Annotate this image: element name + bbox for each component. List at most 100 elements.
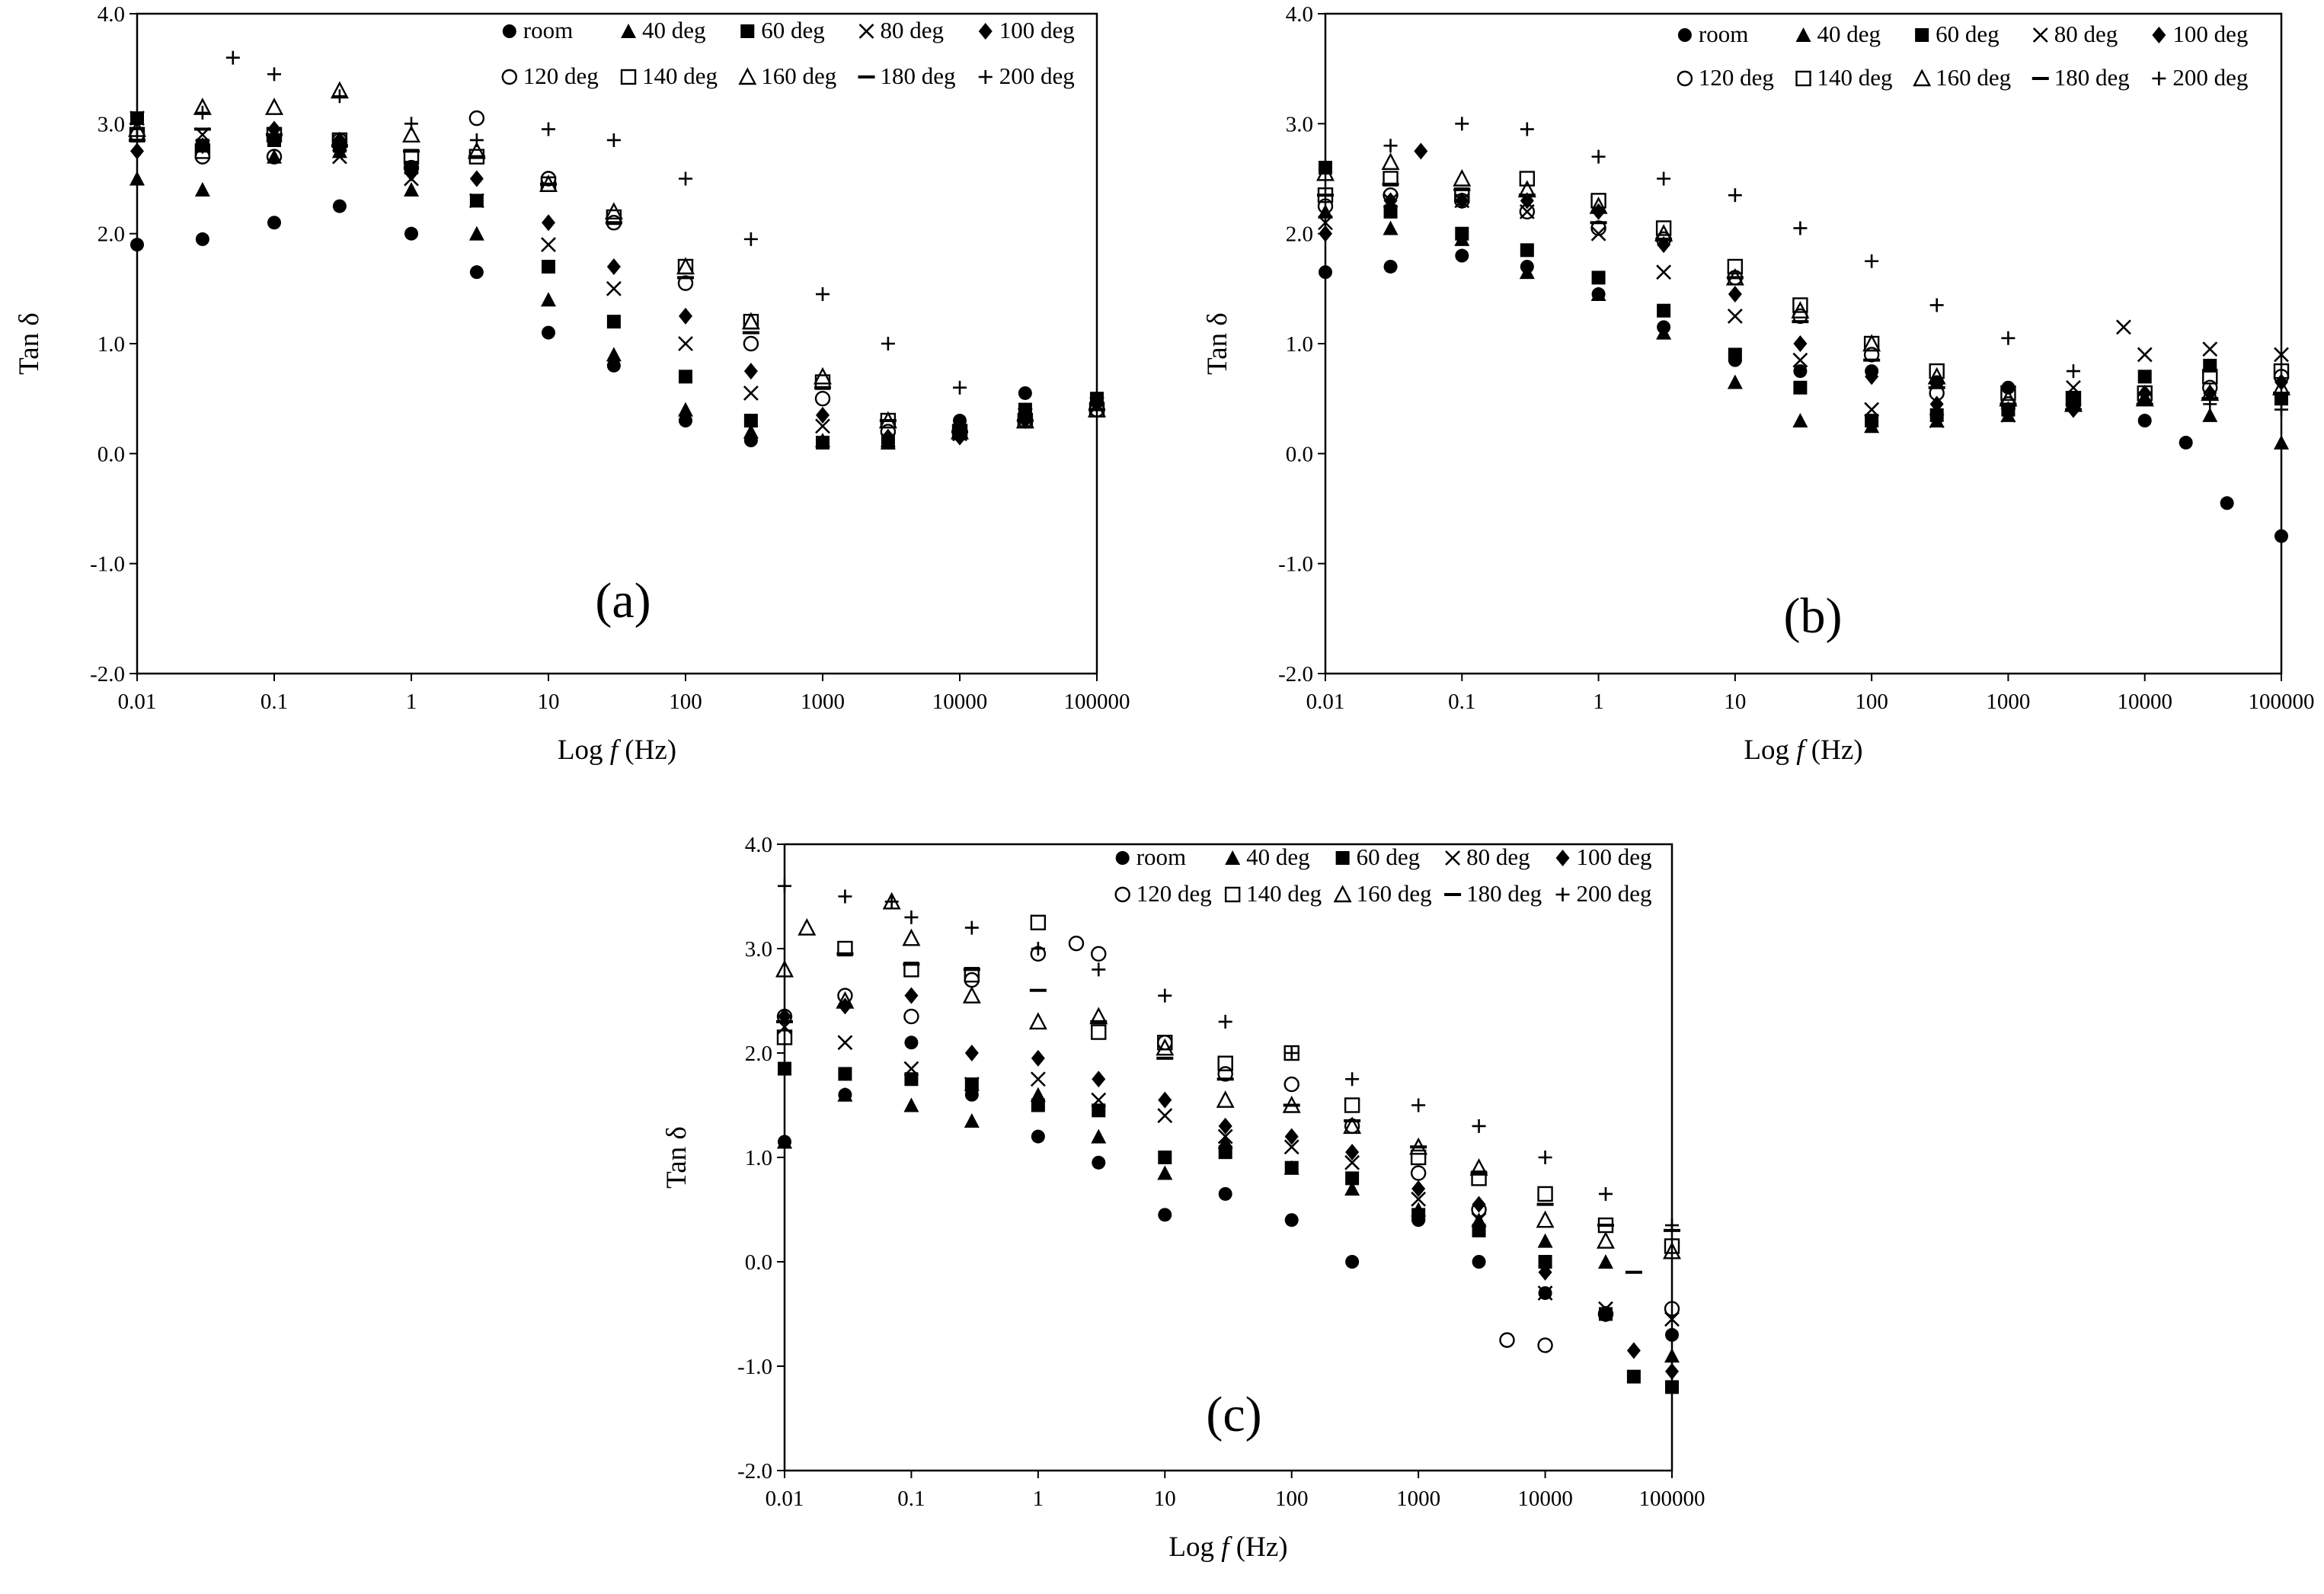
data-point (798, 918, 817, 936)
data-point (1091, 1092, 1107, 1108)
legend-label: 120 deg (523, 62, 599, 89)
data-point (468, 193, 484, 209)
y-tick-label: 2.0 (745, 1042, 772, 1066)
data-point (838, 1067, 852, 1081)
data-point (1410, 1165, 1427, 1181)
x-tick-label: 0.01 (766, 1487, 804, 1511)
legend-entry: 160 deg (1333, 880, 1432, 907)
data-point (1091, 1024, 1107, 1040)
legend-entry: 40 deg (1795, 21, 1881, 47)
data-point (678, 336, 693, 351)
legend-entry: 120 deg (1677, 64, 1774, 91)
data-point (1343, 1116, 1362, 1135)
data-point (1157, 1108, 1173, 1124)
data-point (1665, 1362, 1679, 1380)
data-point (1656, 264, 1672, 280)
x-axis-label: Log f (Hz) (558, 735, 676, 766)
legend-entry: 40 deg (1225, 843, 1310, 870)
legend-marker (1335, 851, 1350, 865)
y-tick-label: 4.0 (1286, 2, 1313, 27)
data-point (1156, 1038, 1175, 1056)
data-point (130, 238, 144, 252)
legend-entry: 120 deg (501, 62, 599, 89)
data-point (2001, 380, 2016, 395)
y-tick-label: 0.0 (745, 1250, 772, 1275)
legend-label: 80 deg (881, 17, 945, 43)
data-point (1538, 1151, 1552, 1164)
data-point (1455, 226, 1469, 241)
data-point (1157, 1165, 1173, 1180)
legend-label: 180 deg (1466, 880, 1542, 907)
y-tick-label: 3.0 (1286, 112, 1313, 136)
legend-label: 200 deg (999, 62, 1075, 89)
data-point (2137, 370, 2152, 384)
data-point (1414, 142, 1428, 160)
data-point (267, 149, 282, 164)
data-point (469, 265, 484, 280)
data-point (1655, 220, 1672, 236)
panel-label: (b) (1784, 588, 1843, 644)
x-axis-label: Log f (Hz) (1168, 1532, 1287, 1563)
data-point (1499, 1332, 1515, 1348)
x-tick-label: 0.1 (261, 690, 288, 714)
data-point (1537, 1186, 1553, 1202)
legend-entry: 140 deg (1224, 880, 1322, 907)
x-tick-label: 0.1 (897, 1487, 925, 1511)
data-point (1865, 368, 1879, 386)
legend-entry: 140 deg (620, 62, 718, 89)
x-axis-label-prefix: Log (558, 735, 610, 766)
legend-marker (620, 69, 637, 85)
data-point (1344, 1181, 1360, 1196)
legend-label: room (523, 17, 573, 43)
legend-entry: 60 deg (1335, 843, 1420, 870)
legend-label: 60 deg (761, 17, 825, 43)
data-point (1453, 168, 1472, 187)
x-tick-label: 10 (1154, 1487, 1176, 1511)
data-point (964, 1113, 980, 1128)
data-point (404, 165, 418, 182)
data-point (1472, 1119, 1486, 1133)
data-point (1792, 413, 1808, 428)
data-point (2203, 397, 2217, 411)
data-point (469, 133, 484, 147)
chart-panel-b: -2.0 -1.0 0.0 1.0 2.0 3.0 4.0 0.01 0.1 1 10 100 1000… (1202, 2, 2315, 766)
data-point (1792, 297, 1808, 313)
data-point (1344, 1097, 1360, 1113)
x-tick-label: 10 (1724, 690, 1746, 714)
data-point (1028, 1012, 1047, 1030)
data-point (606, 280, 622, 296)
legend-entry: 60 deg (740, 17, 825, 43)
data-point (1793, 221, 1808, 235)
data-point (1626, 1369, 1641, 1384)
legend-entry: 180 deg (858, 62, 956, 89)
panel-label: (c) (1206, 1387, 1261, 1442)
y-tick-label: -2.0 (90, 662, 125, 687)
data-point (2066, 364, 2080, 379)
legend-entry: room (1115, 843, 1186, 870)
data-point (1316, 163, 1335, 181)
x-tick-label: 0.1 (1448, 690, 1475, 714)
series-200-deg (1319, 117, 2288, 417)
legend-entry: 40 deg (621, 17, 706, 43)
legend-marker (1225, 850, 1241, 865)
data-point (1283, 1139, 1299, 1155)
data-point (1218, 1145, 1232, 1160)
x-tick-label: 10 (538, 690, 560, 714)
data-point (1865, 414, 1879, 428)
data-point (1472, 1255, 1486, 1269)
data-point (743, 363, 758, 380)
data-point (606, 347, 622, 362)
legend-label: room (1136, 843, 1186, 870)
data-point (1665, 1380, 1679, 1394)
legend-entry: 80 deg (858, 17, 945, 43)
legend-marker (858, 24, 874, 39)
legend-entry: 80 deg (1445, 843, 1530, 870)
series-200-deg (778, 879, 1679, 1233)
y-axis-label: Tan δ (661, 1126, 692, 1189)
data-point (606, 258, 621, 275)
data-point (1411, 1180, 1426, 1198)
data-point (962, 986, 981, 1003)
y-tick-label: 2.0 (1286, 222, 1313, 247)
data-point (542, 259, 555, 274)
data-point (1284, 1128, 1299, 1145)
